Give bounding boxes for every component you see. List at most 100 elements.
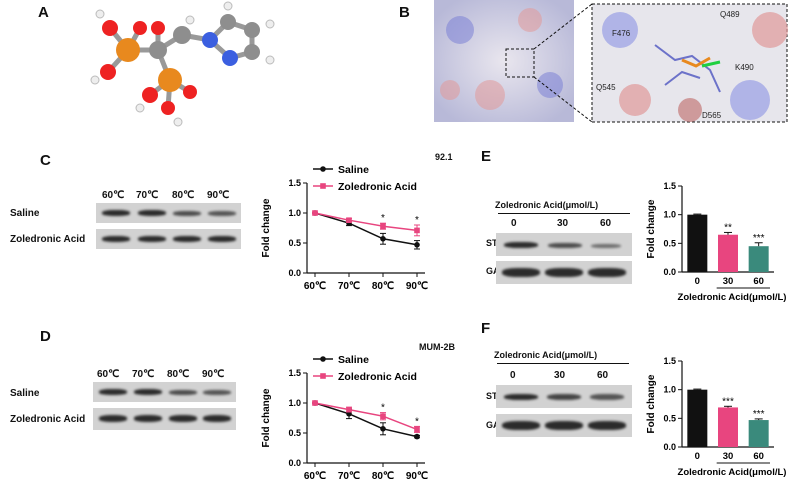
x-tick-label: 60℃: [304, 471, 326, 479]
series-line: [314, 402, 418, 431]
y-tick-label: 1.0: [663, 210, 676, 220]
dose-label: 0: [511, 218, 517, 229]
temp-label: 70℃: [132, 369, 155, 380]
x-tick-label: 70℃: [338, 281, 360, 292]
western-blot-strip: [96, 203, 241, 223]
y-axis-label: Fold change: [646, 374, 657, 433]
temp-label: 60℃: [102, 190, 125, 201]
temp-label: 80℃: [172, 190, 195, 201]
x-tick-label: 80℃: [372, 471, 394, 479]
panel-label-b: B: [399, 4, 410, 21]
x-tick-label: 70℃: [338, 471, 360, 479]
temp-label: 90℃: [207, 190, 230, 201]
bar: [718, 407, 738, 447]
significance-marker: ***: [753, 233, 765, 244]
data-point: [380, 236, 386, 242]
x-tick-label: 30: [723, 451, 734, 462]
panel-label-f: F: [481, 320, 491, 337]
stat6-fold-change-chart: 0.0 0.5 1.0 1.5 Fold change 0 *** 30 *** 60 Zoledr…: [646, 356, 787, 478]
cell-line-label: MUM-2B: [419, 342, 455, 352]
y-tick-label: 1.0: [288, 208, 301, 218]
y-tick-label: 1.5: [288, 178, 301, 188]
docking-structure-image: Q489 F476 K490 Q545 D565: [434, 0, 788, 123]
legend-label: Zoledronic Acid: [338, 181, 417, 193]
series-line: [314, 402, 418, 438]
data-point: [380, 413, 386, 419]
temp-label: 60℃: [97, 369, 120, 380]
legend-label: Zoledronic Acid: [338, 371, 417, 383]
series-line: [314, 212, 418, 246]
dose-label: 60: [597, 370, 609, 381]
x-tick-label: 60℃: [304, 281, 326, 292]
blot-row-label: Saline: [10, 208, 40, 219]
western-blot-strip: [96, 229, 241, 249]
y-tick-label: 1.0: [663, 385, 676, 395]
significance-marker: *: [381, 403, 385, 414]
residue-label: Q545: [596, 83, 616, 92]
y-tick-label: 0.0: [288, 458, 301, 468]
x-tick-label: 90℃: [406, 281, 428, 292]
legend-marker: [320, 356, 326, 362]
significance-marker: *: [381, 213, 385, 224]
dose-label: 30: [557, 218, 569, 229]
y-tick-label: 0.0: [288, 268, 301, 278]
x-tick-label: 80℃: [372, 281, 394, 292]
blot-row-label: Zoledronic Acid: [10, 234, 86, 245]
significance-marker: *: [415, 416, 419, 427]
panel-label-d: D: [40, 328, 51, 345]
x-axis-label: Zoledronic Acid(μmol/L): [678, 292, 787, 303]
y-tick-label: 0.5: [663, 238, 676, 248]
bar: [718, 234, 738, 272]
significance-marker: *: [415, 215, 419, 226]
data-point: [414, 433, 420, 440]
stat6-fold-change-chart: 0.0 0.5 1.0 1.5 Fold change 0 ** 30 *** 60 Zoledro…: [646, 181, 787, 303]
x-tick-label: 30: [723, 276, 734, 287]
data-point: [414, 426, 420, 433]
blot-row-label: Zoledronic Acid: [10, 414, 86, 425]
bar: [687, 214, 708, 272]
data-point: [380, 426, 386, 432]
x-axis-label: Zoledronic Acid(μmol/L): [678, 467, 787, 478]
data-point: [414, 227, 420, 234]
x-tick-label: 0: [695, 451, 700, 462]
thermal-stability-chart: 0.0 0.5 1.0 1.5 60℃ 70℃ 80℃ 90℃ Fold change Salin…: [261, 354, 428, 479]
legend-label: Saline: [338, 164, 369, 176]
data-point: [346, 406, 352, 413]
temp-label: 70℃: [136, 190, 159, 201]
dose-header-line: [497, 363, 629, 364]
significance-marker: ***: [722, 396, 734, 407]
western-blot-strip: [496, 385, 632, 408]
data-point: [380, 223, 386, 229]
legend-marker: [320, 166, 326, 172]
temp-label: 80℃: [167, 369, 190, 380]
dose-header: Zoledronic Acid(μmol/L): [494, 350, 598, 360]
y-axis-label: Fold change: [261, 388, 272, 447]
y-tick-label: 0.0: [663, 267, 676, 277]
blot-row-label: Saline: [10, 388, 40, 399]
residue-label: Q489: [720, 10, 740, 19]
y-tick-label: 1.0: [288, 398, 301, 408]
thermal-stability-chart: 0.0 0.5 1.0 1.5 60℃ 70℃ 80℃ 90℃ Fold change Salin…: [261, 164, 428, 292]
y-tick-label: 0.5: [663, 413, 676, 423]
bar: [748, 420, 769, 447]
western-blot-strip: [496, 261, 632, 284]
x-tick-label: 0: [695, 276, 700, 287]
western-blot-strip: [496, 414, 632, 437]
bar: [748, 246, 769, 272]
bar: [687, 389, 708, 447]
molecule-structure-image: [90, 1, 275, 127]
y-tick-label: 0.0: [663, 442, 676, 452]
western-blot-strip: [93, 382, 236, 402]
series-line: [314, 212, 418, 232]
residue-label: F476: [612, 29, 631, 38]
data-point: [312, 400, 318, 406]
x-tick-label: 60: [753, 451, 764, 462]
cell-line-label: 92.1: [435, 152, 453, 162]
residue-label: D565: [702, 111, 722, 120]
data-point: [346, 217, 352, 223]
western-blot-strip: [496, 233, 632, 256]
dose-label: 30: [554, 370, 566, 381]
y-tick-label: 1.5: [663, 181, 676, 191]
legend-label: Saline: [338, 354, 369, 366]
western-blot-strip: [93, 408, 236, 430]
